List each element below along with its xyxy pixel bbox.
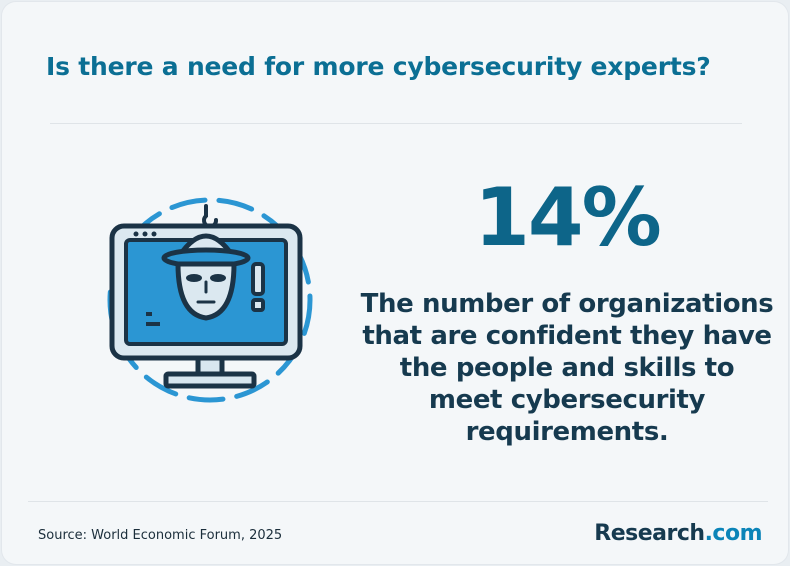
source-citation: Source: World Economic Forum, 2025	[38, 528, 283, 543]
stat-value: 14%	[474, 171, 661, 264]
bottom-divider	[28, 501, 768, 502]
brand-logo: Research.com	[594, 521, 762, 546]
stat-description: The number of organizations that are con…	[360, 289, 774, 447]
brand-suffix: .com	[704, 521, 763, 546]
hacker-monitor-icon	[107, 197, 313, 403]
top-divider	[50, 123, 742, 124]
brand-name: Research	[594, 521, 705, 546]
page-title: Is there a need for more cybersecurity e…	[46, 52, 711, 81]
